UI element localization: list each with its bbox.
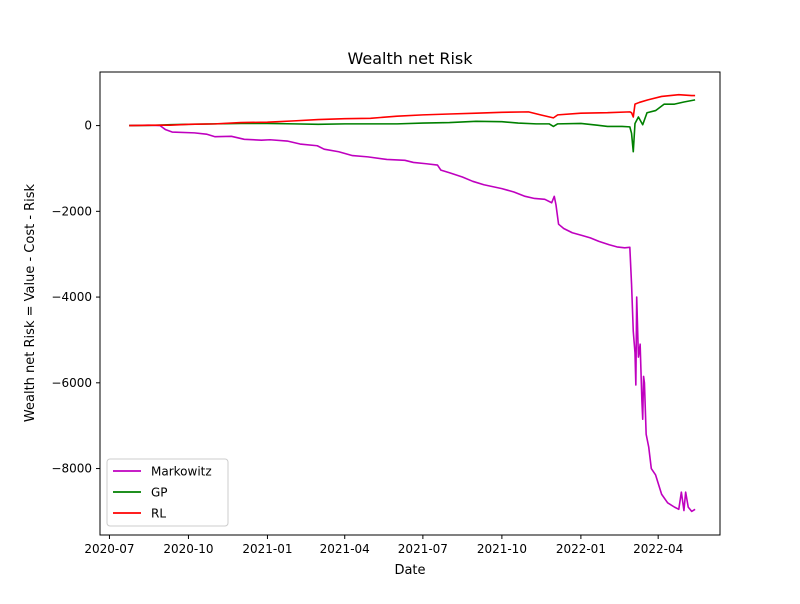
series-line-gp bbox=[129, 99, 696, 153]
plot-series bbox=[129, 93, 696, 513]
x-tick-label: 2020-10 bbox=[163, 542, 213, 556]
legend-label-markowitz: Markowitz bbox=[151, 465, 212, 479]
plot-frame bbox=[99, 71, 721, 536]
y-tick-label: −6000 bbox=[51, 376, 92, 390]
series-line-rl bbox=[129, 93, 696, 127]
x-tick-label: 2021-04 bbox=[320, 542, 370, 556]
x-tick-label: 2022-01 bbox=[556, 542, 606, 556]
legend-label-gp: GP bbox=[151, 486, 168, 500]
y-tick-label: −8000 bbox=[51, 462, 92, 476]
x-tick-label: 2020-07 bbox=[84, 542, 134, 556]
x-axis: 2020-07 2020-10 2021-01 2021-04 2021-07 2021-… bbox=[84, 535, 683, 556]
x-tick-label: 2022-04 bbox=[633, 542, 683, 556]
legend: Markowitz GP RL bbox=[106, 458, 229, 527]
legend-box bbox=[106, 458, 229, 527]
series-line-markowitz bbox=[129, 124, 696, 513]
y-axis-label: Wealth net Risk = Value - Cost - Risk bbox=[23, 183, 38, 422]
y-tick-label: −4000 bbox=[51, 290, 92, 304]
y-tick-label: 0 bbox=[84, 119, 92, 133]
y-tick-label: −2000 bbox=[51, 204, 92, 218]
x-tick-label: 2021-01 bbox=[242, 542, 292, 556]
chart-title: Wealth net Risk bbox=[348, 49, 474, 68]
legend-label-rl: RL bbox=[151, 507, 166, 521]
x-tick-label: 2021-07 bbox=[398, 542, 448, 556]
x-axis-label: Date bbox=[394, 563, 425, 578]
x-tick-label: 2021-10 bbox=[477, 542, 527, 556]
y-axis: 0 −2000 −4000 −6000 −8000 bbox=[51, 119, 100, 476]
